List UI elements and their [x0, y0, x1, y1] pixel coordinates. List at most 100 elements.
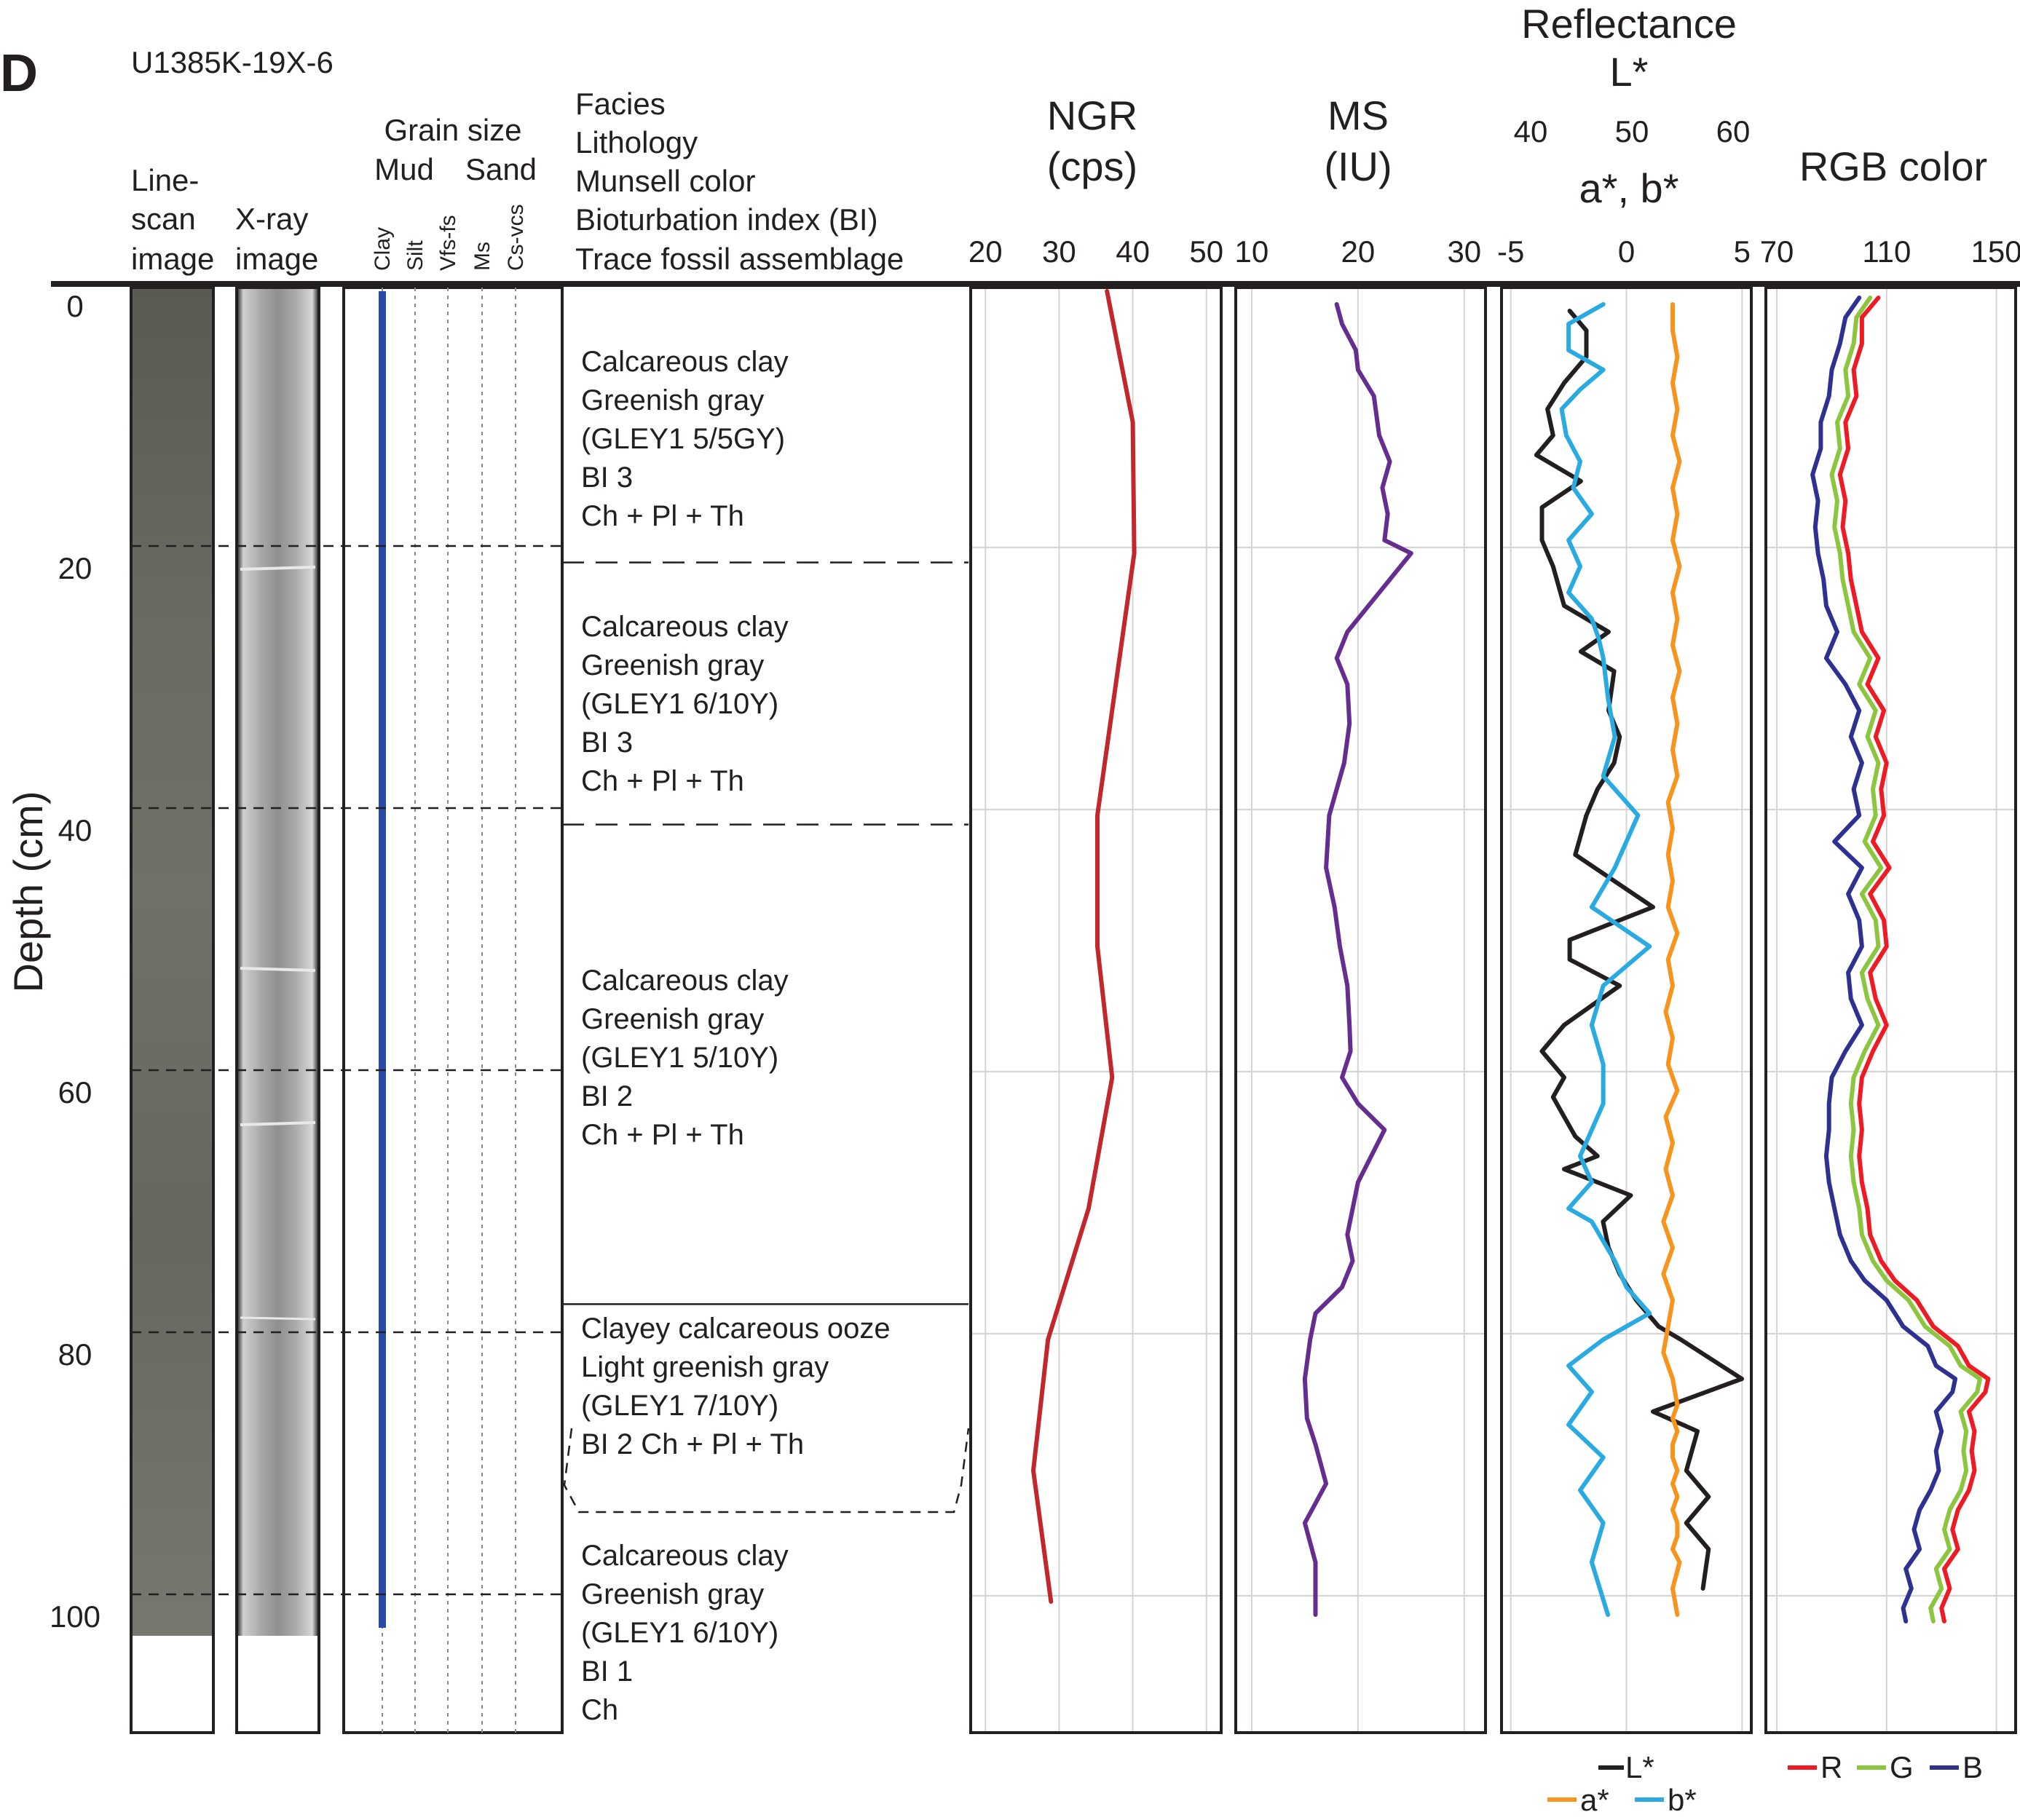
rgb-tick-label: 150 — [1971, 234, 2020, 269]
reflectance-panel: -5 0 5 40 50 60 — [1497, 114, 1753, 1734]
facies-line: BI 2 — [581, 1080, 633, 1112]
lstar-tick-label: 60 — [1716, 114, 1751, 149]
header-lithology: Lithology — [575, 125, 698, 159]
header-trace-fossil: Trace fossil assemblage — [575, 242, 904, 276]
grain-class-label: Ms — [470, 242, 494, 271]
facies-line: (GLEY1 6/10Y) — [581, 1617, 778, 1649]
xray-crack — [240, 1316, 316, 1321]
grain-class-labels: Clay Silt Vfs-fs Ms Cs-vcs — [371, 204, 528, 271]
depth-tick-labels: 0 20 40 60 80 100 — [50, 289, 100, 1634]
header-bioturbation: Bioturbation index (BI) — [575, 202, 878, 237]
astar-curve — [1661, 302, 1682, 1617]
grain-class-label: Vfs-fs — [436, 215, 460, 271]
lstar-tick-label: 40 — [1514, 114, 1548, 149]
header-line-scan-2: scan — [131, 202, 196, 236]
facies-line: BI 3 — [581, 727, 633, 759]
facies-line: Ch + Pl + Th — [581, 765, 744, 797]
facies-line: Ch + Pl + Th — [581, 500, 744, 532]
facies-line: (GLEY1 5/5GY) — [581, 423, 785, 455]
header-facies: Facies — [575, 87, 666, 121]
facies-line: BI 3 — [581, 462, 633, 494]
panel-label: D — [0, 44, 38, 103]
facies-line: Calcareous clay — [581, 611, 789, 643]
facies-line: Ch — [581, 1694, 618, 1726]
header-ms: MS — [1327, 92, 1389, 138]
header-ms-unit: (IU) — [1324, 143, 1392, 189]
facies-line: Calcareous clay — [581, 1540, 789, 1572]
ngr-curve — [1031, 289, 1137, 1604]
reflectance-frame — [1500, 286, 1753, 1734]
ms-panel: 10 20 30 — [1234, 234, 1487, 1734]
ngr-tick-label: 20 — [968, 234, 1003, 269]
ms-frame — [1234, 286, 1487, 1734]
facies-descriptions: Calcareous clay Greenish gray (GLEY1 5/5GY… — [581, 346, 891, 1726]
header-xray-1: X-ray — [235, 202, 308, 236]
reflectance-legend: L* a* b* — [1547, 1750, 1697, 1817]
header-rgb: RGB color — [1799, 143, 1987, 189]
header-lstar: L* — [1610, 49, 1649, 95]
ngr-tick-label: 30 — [1042, 234, 1076, 269]
facies-line: (GLEY1 6/10Y) — [581, 688, 778, 720]
depth-tick-label: 80 — [58, 1337, 92, 1372]
rgb-legend: R G B — [1788, 1750, 1983, 1784]
ngr-tick-label: 50 — [1189, 234, 1223, 269]
xray-image — [237, 288, 319, 1636]
grain-class-label: Silt — [403, 240, 427, 271]
legend-g-label: G — [1890, 1750, 1914, 1784]
rgb-frame — [1764, 286, 2017, 1734]
depth-tick-label: 100 — [50, 1599, 100, 1634]
header-astar-bstar: a*, b* — [1579, 165, 1679, 211]
rgb-tick-label: 70 — [1760, 234, 1794, 269]
depth-tick-label: 40 — [58, 813, 92, 847]
line-scan-frame — [130, 286, 215, 1734]
facies-line: Calcareous clay — [581, 346, 789, 378]
xray-crack — [240, 1121, 316, 1126]
legend-b-label: B — [1962, 1750, 1983, 1784]
rgb-g-curve — [1829, 296, 1982, 1623]
depth-tick-label: 20 — [58, 551, 92, 585]
facies-line: Calcareous clay — [581, 965, 789, 997]
legend-astar-label: a* — [1580, 1783, 1609, 1817]
ms-tick-label: 30 — [1447, 234, 1481, 269]
depth-marker-lines — [131, 545, 562, 1596]
header-line-scan-3: image — [131, 242, 214, 276]
rgb-b-curve — [1810, 296, 1958, 1623]
ngr-panel: 20 30 40 50 — [968, 234, 1223, 1734]
reflectance-tick-label: -5 — [1497, 234, 1524, 269]
ms-tick-label: 10 — [1235, 234, 1269, 269]
reflectance-tick-label: 0 — [1618, 234, 1635, 269]
xray-frame — [235, 286, 320, 1734]
grain-class-label: Cs-vcs — [504, 204, 528, 271]
header-sand: Sand — [465, 152, 537, 186]
xray-crack — [240, 566, 316, 571]
xray-crack — [240, 967, 316, 972]
facies-boundaries — [562, 561, 970, 1514]
header-ngr-unit: (cps) — [1047, 143, 1137, 189]
legend-lstar-label: L* — [1625, 1750, 1654, 1784]
depth-tick-label: 60 — [58, 1075, 92, 1109]
facies-line: Greenish gray — [581, 649, 764, 681]
lstar-curve — [1534, 309, 1744, 1591]
ngr-tick-label: 40 — [1116, 234, 1150, 269]
facies-line: Greenish gray — [581, 1003, 764, 1035]
facies-line: Ch + Pl + Th — [581, 1119, 744, 1151]
facies-line: Greenish gray — [581, 384, 764, 416]
rgb-r-curve — [1837, 296, 1991, 1623]
facies-line: Light greenish gray — [581, 1351, 829, 1383]
header-mud: Mud — [374, 152, 434, 186]
y-axis-label: Depth (cm) — [5, 791, 51, 993]
facies-line: (GLEY1 5/10Y) — [581, 1042, 778, 1074]
ms-tick-label: 20 — [1341, 234, 1375, 269]
rgb-panel: 70 110 150 — [1760, 234, 2020, 1734]
header-grain-size: Grain size — [384, 113, 521, 147]
legend-r-label: R — [1820, 1750, 1842, 1784]
core-id: U1385K-19X-6 — [131, 45, 334, 79]
bstar-curve — [1559, 302, 1652, 1617]
facies-line: BI 2 Ch + Pl + Th — [581, 1428, 804, 1460]
ngr-frame — [969, 286, 1223, 1734]
ms-curve — [1302, 302, 1413, 1617]
header-munsell: Munsell color — [575, 164, 755, 198]
header-ngr: NGR — [1047, 92, 1137, 138]
grain-size-frame — [342, 286, 564, 1734]
data-panels: 20 30 40 50 10 20 30 -5 0 5 40 50 60 70 110 150 — [968, 114, 2020, 1734]
